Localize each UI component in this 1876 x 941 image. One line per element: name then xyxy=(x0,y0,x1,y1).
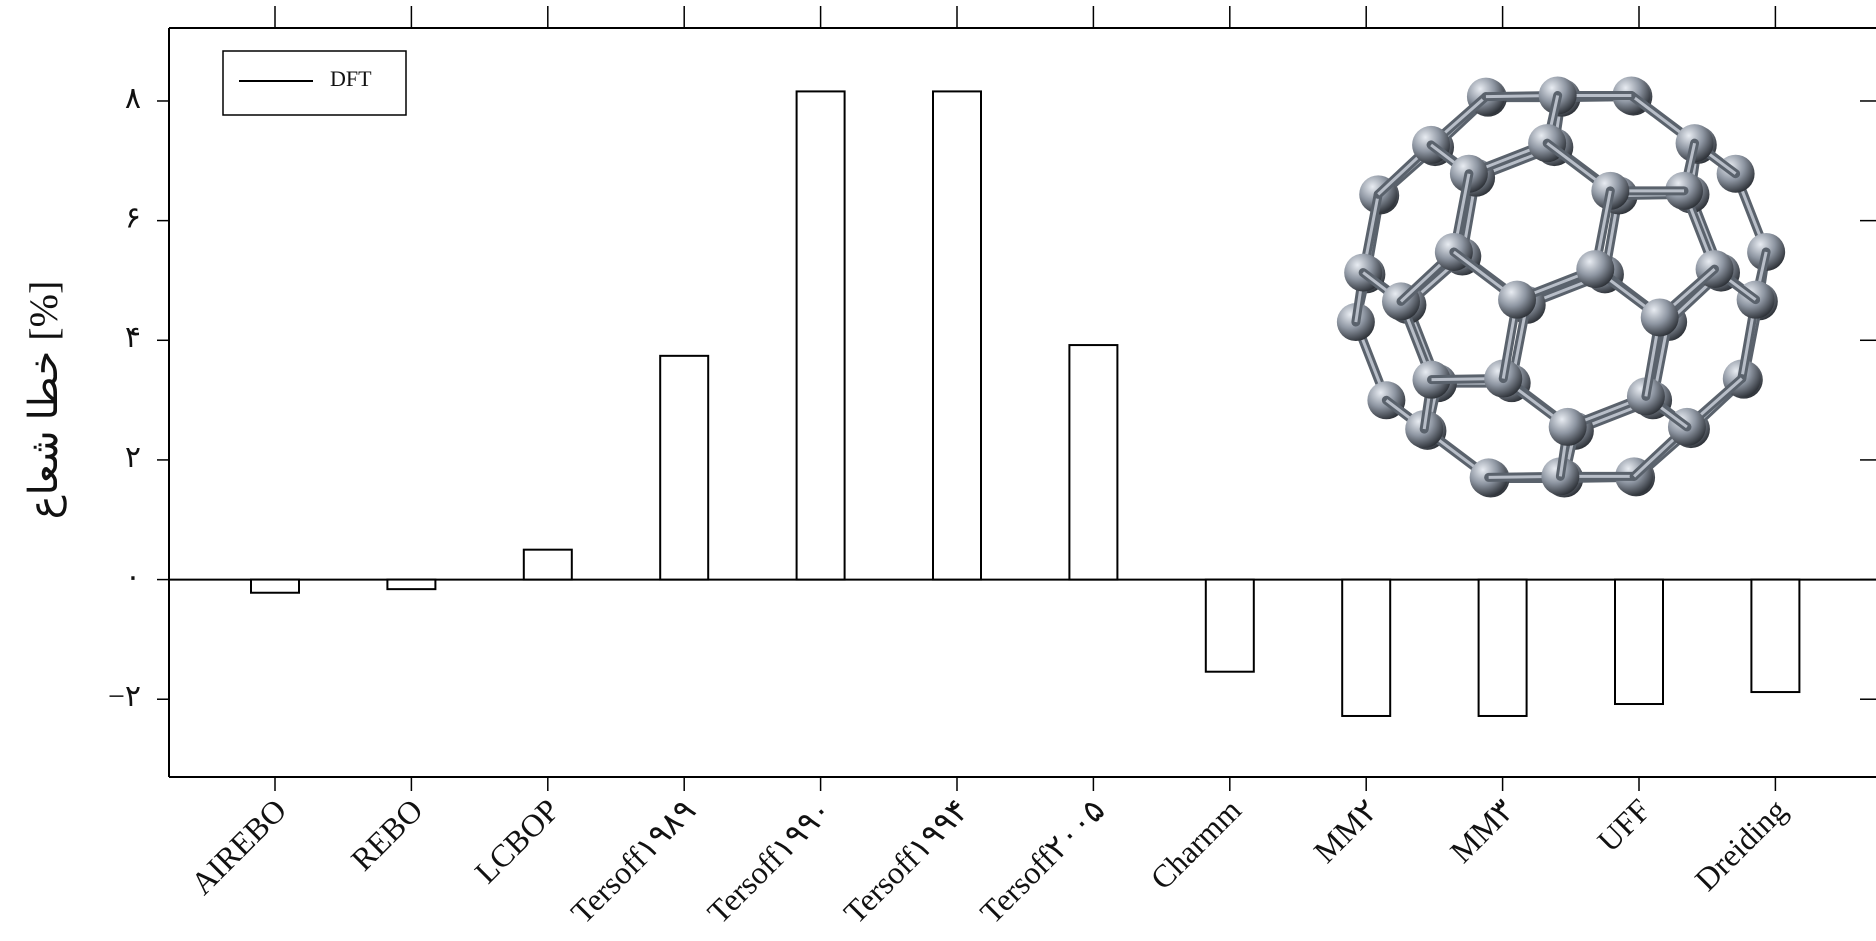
bar xyxy=(1751,580,1799,692)
x-tick-label: Tersoff۱۹۸۹ xyxy=(564,792,703,931)
x-tick-label: Tersoff۲۰۰۵ xyxy=(973,792,1112,931)
bar xyxy=(1615,580,1663,704)
y-axis-label: خطا شعاع [%] xyxy=(21,281,67,520)
x-tick-label: UFF xyxy=(1590,792,1657,859)
x-tick-label: AIREBO xyxy=(183,792,293,902)
y-tick-label: ۰ xyxy=(125,560,141,593)
x-tick-label: MM۲ xyxy=(1306,792,1384,870)
bar xyxy=(797,91,845,579)
bar xyxy=(387,580,435,590)
y-tick-label: ۲ xyxy=(125,441,141,474)
y-tick-label: −۲ xyxy=(108,680,141,713)
x-tick-label: REBO xyxy=(344,792,430,878)
bar xyxy=(660,356,708,580)
x-tick-label: Tersoff۱۹۹۰ xyxy=(700,792,839,931)
bar xyxy=(251,580,299,593)
legend-box xyxy=(223,51,406,115)
x-tick-label: Tersoff۱۹۹۴ xyxy=(836,792,975,931)
legend-label: DFT xyxy=(330,66,372,91)
x-tick-label: LCBOP xyxy=(468,792,566,890)
bar xyxy=(1206,580,1254,672)
bar xyxy=(1069,345,1117,580)
x-tick-label: Charmm xyxy=(1143,792,1248,897)
y-tick-label: ۸ xyxy=(125,82,141,115)
atom xyxy=(1549,408,1587,446)
buckyball xyxy=(1337,76,1785,497)
bar xyxy=(1342,580,1390,716)
bar xyxy=(933,91,981,579)
y-tick-label: ۴ xyxy=(125,321,141,354)
chart: خطا شعاع [%] −۲۰۲۴۶۸AIREBOREBOLCBOPTerso… xyxy=(0,0,1876,941)
atom xyxy=(1498,281,1536,319)
x-tick-label: MM۳ xyxy=(1443,792,1521,870)
atom xyxy=(1576,250,1614,288)
y-tick-label: ۶ xyxy=(125,202,141,235)
atom xyxy=(1641,298,1679,336)
bar xyxy=(524,550,572,580)
x-tick-label: Dreiding xyxy=(1688,792,1794,898)
bar xyxy=(1479,580,1527,716)
